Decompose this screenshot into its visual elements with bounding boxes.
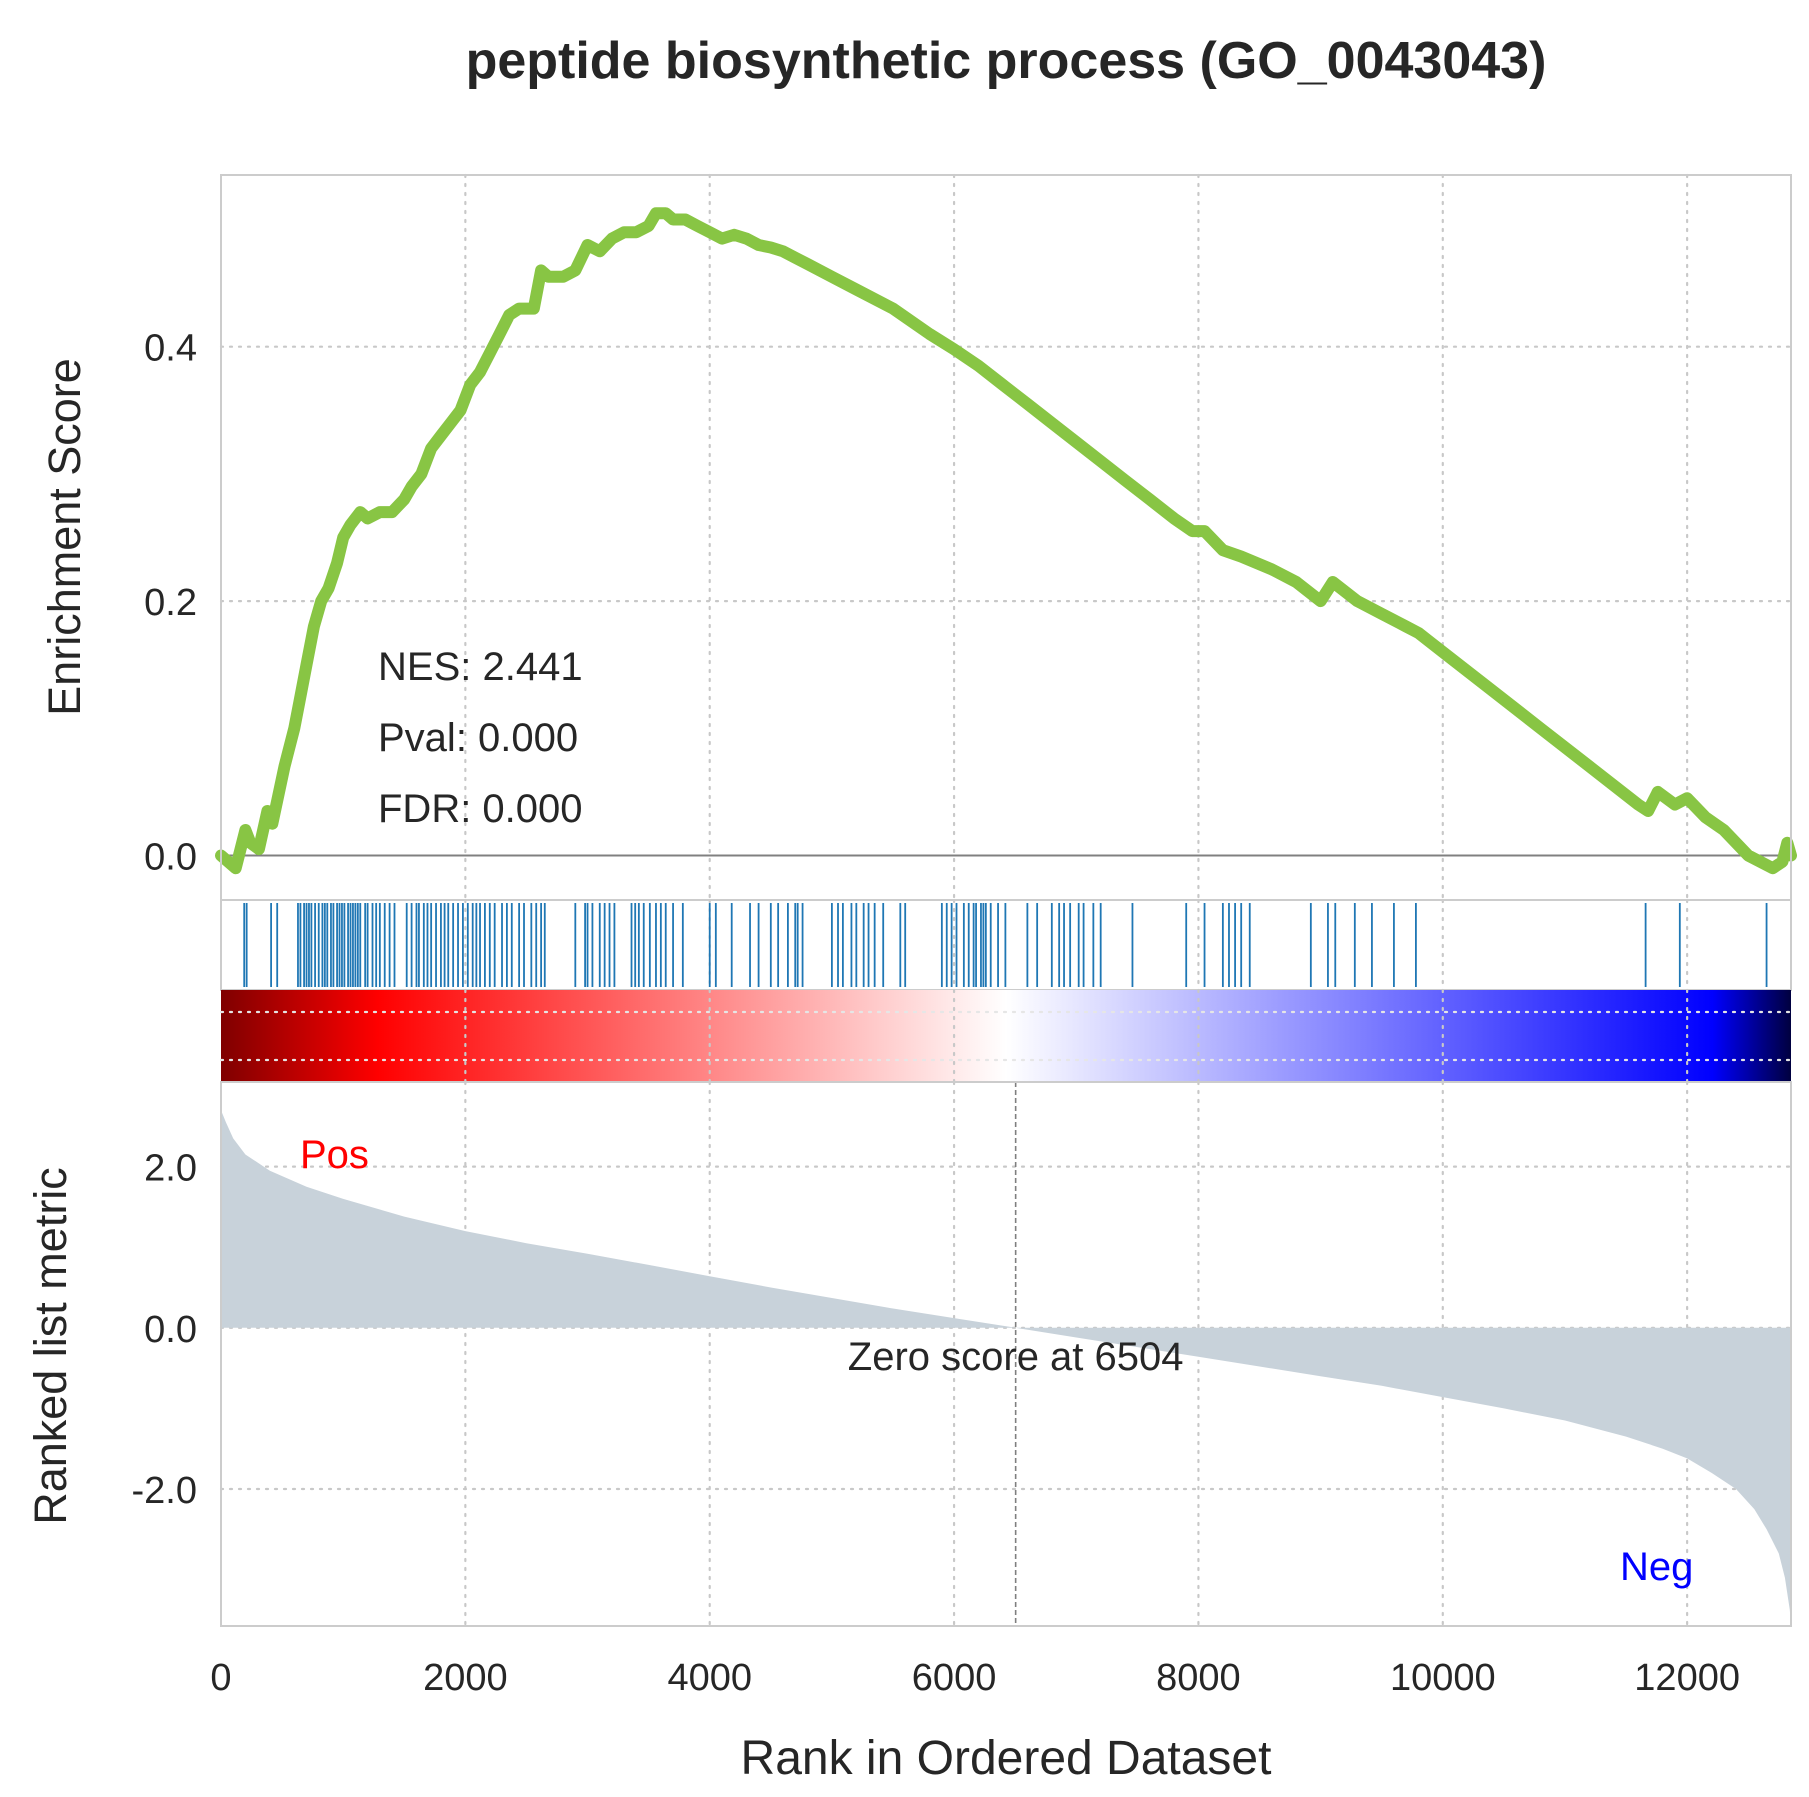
es-stat-label: FDR: 0.000 bbox=[378, 787, 583, 831]
chart-title: peptide biosynthetic process (GO_0043043… bbox=[466, 32, 1547, 90]
metric-y-tick-label: -2.0 bbox=[132, 1470, 197, 1512]
neg-label: Neg bbox=[1620, 1545, 1693, 1589]
metric-y-tick-label: 2.0 bbox=[144, 1148, 197, 1190]
pos-label: Pos bbox=[300, 1133, 369, 1177]
x-tick-label: 0 bbox=[210, 1657, 231, 1699]
gene-hits-panel bbox=[220, 898, 1792, 992]
metric-y-tick-label: 0.0 bbox=[144, 1309, 197, 1351]
x-tick-label: 8000 bbox=[1156, 1657, 1241, 1699]
es-y-tick-label: 0.2 bbox=[144, 582, 197, 624]
ranked-metric-area bbox=[221, 1110, 1791, 1626]
ranked-metric-panel: 2.0 0.0 -2.0 Zero score at 6504 Pos Neg bbox=[132, 1080, 1793, 1628]
es-stat-label: Pval: 0.000 bbox=[378, 716, 578, 760]
es-curve bbox=[215, 207, 1797, 875]
metric-y-axis-label: Ranked list metric bbox=[25, 1167, 76, 1525]
x-tick-label: 6000 bbox=[912, 1657, 997, 1699]
x-tick-label: 4000 bbox=[667, 1657, 752, 1699]
es-y-axis-label: Enrichment Score bbox=[39, 358, 90, 716]
rank-gradient-panel bbox=[219, 988, 1793, 1084]
x-tick-label: 12000 bbox=[1634, 1657, 1740, 1699]
x-tick-label: 2000 bbox=[423, 1657, 508, 1699]
x-axis-label: Rank in Ordered Dataset bbox=[741, 1732, 1272, 1785]
enrichment-score-panel: 0.0 0.2 0.4 NES: 2.441 Pval: 0.000 FDR: 0.000 bbox=[144, 173, 1797, 902]
es-y-tick-label: 0.4 bbox=[144, 328, 197, 370]
rank-gradient-bar bbox=[221, 990, 1791, 1082]
x-axis: 0 2000 4000 6000 8000 10000 12000 bbox=[210, 1657, 1740, 1699]
x-tick-label: 10000 bbox=[1390, 1657, 1496, 1699]
metric-panel-frame bbox=[220, 1081, 1792, 1627]
es-stat-label: NES: 2.441 bbox=[378, 645, 583, 689]
zero-score-label: Zero score at 6504 bbox=[848, 1335, 1184, 1379]
es-y-tick-label: 0.0 bbox=[144, 836, 197, 878]
